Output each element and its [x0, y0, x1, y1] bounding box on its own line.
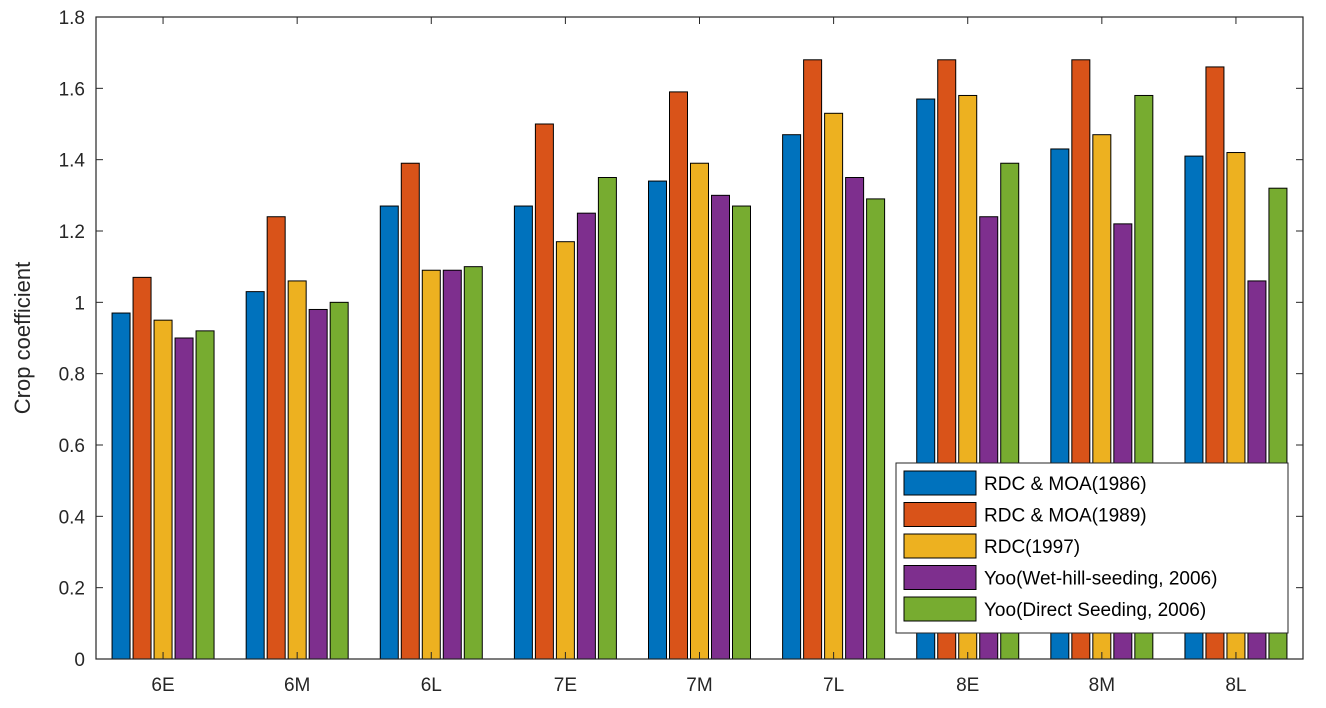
legend-swatch-3: [903, 533, 977, 559]
bar-7E-series-5: [597, 177, 617, 660]
x-tick-label: 7M: [686, 675, 712, 696]
x-tick-label: 7E: [554, 675, 577, 696]
y-tick-label: 1.4: [59, 151, 86, 172]
x-tick-label: 6E: [151, 675, 174, 696]
bar-7E-series-1: [513, 205, 533, 660]
legend-label-3: RDC(1997): [984, 537, 1080, 558]
bar-7L-series-1: [782, 134, 802, 660]
bar-7L-series-2: [803, 59, 823, 660]
y-tick-label: 1.2: [59, 222, 85, 243]
legend-swatch-5: [903, 596, 977, 622]
y-tick-label: 1.6: [59, 79, 85, 100]
y-tick-label: 1: [74, 293, 85, 314]
bar-6M-series-3: [287, 280, 307, 660]
bar-7L-series-4: [845, 177, 865, 660]
plot-frame: [95, 16, 1304, 660]
legend-swatch-2: [903, 502, 977, 527]
bar-7E-series-2: [534, 123, 554, 660]
bar-7L-series-5: [866, 198, 886, 660]
bar-6E-series-4: [174, 337, 194, 660]
bar-6E-series-3: [153, 319, 173, 660]
legend: RDC & MOA(1986) RDC & MOA(1989) RDC(1997) Y…: [895, 462, 1289, 634]
bar-7M-series-5: [732, 205, 751, 660]
bar-7M-series-1: [648, 180, 667, 660]
bar-7M-series-4: [711, 194, 730, 660]
bar-7M-series-2: [669, 91, 688, 660]
bar-7E-series-4: [576, 212, 596, 660]
x-tick-label: 8M: [1089, 675, 1115, 696]
bar-6E-series-2: [132, 276, 152, 660]
y-tick-label: 0.4: [59, 507, 86, 528]
y-tick-label: 0.2: [59, 579, 85, 600]
axes-layer: 6E 6M 6L 7E 7M 7L 8E 8M 8L 0 0.2 0.4 0.6 0.8 1 1.2 1.4 1.…: [59, 8, 1304, 696]
bar-6M-series-5: [329, 301, 349, 660]
x-tick-label: 6M: [284, 675, 310, 696]
x-tick-label: 8E: [956, 675, 979, 696]
bar-7E-series-3: [555, 241, 575, 660]
bar-7L-series-3: [824, 112, 844, 660]
bar-6L-series-2: [400, 162, 420, 660]
x-tick-label: 8L: [1225, 675, 1246, 696]
bar-6L-series-1: [379, 205, 399, 660]
legend-swatch-1: [903, 470, 977, 496]
bar-6M-series-1: [245, 291, 265, 660]
y-tick-label: 0.8: [59, 365, 85, 386]
x-tick-label: 6L: [421, 675, 442, 696]
legend-swatch-4: [903, 565, 977, 590]
bar-6L-series-5: [463, 266, 483, 660]
bar-6E-series-5: [195, 330, 215, 660]
x-tick-label: 7L: [823, 675, 844, 696]
legend-label-2: RDC & MOA(1989): [984, 506, 1147, 527]
bar-6M-series-4: [308, 308, 328, 660]
legend-label-4: Yoo(Wet-hill-seeding, 2006): [984, 569, 1217, 590]
bar-6L-series-3: [421, 269, 441, 660]
bar-7M-series-3: [690, 162, 709, 660]
y-axis-label: Crop coefficient: [10, 262, 35, 414]
bar-6E-series-1: [111, 312, 131, 660]
y-tick-label: 1.8: [59, 8, 85, 29]
y-tick-label: 0: [74, 650, 85, 671]
bar-6M-series-2: [266, 216, 286, 660]
y-tick-label: 0.6: [59, 436, 85, 457]
legend-label-5: Yoo(Direct Seeding, 2006): [984, 600, 1206, 621]
bar-6L-series-4: [442, 269, 462, 660]
legend-label-1: RDC & MOA(1986): [984, 474, 1147, 495]
